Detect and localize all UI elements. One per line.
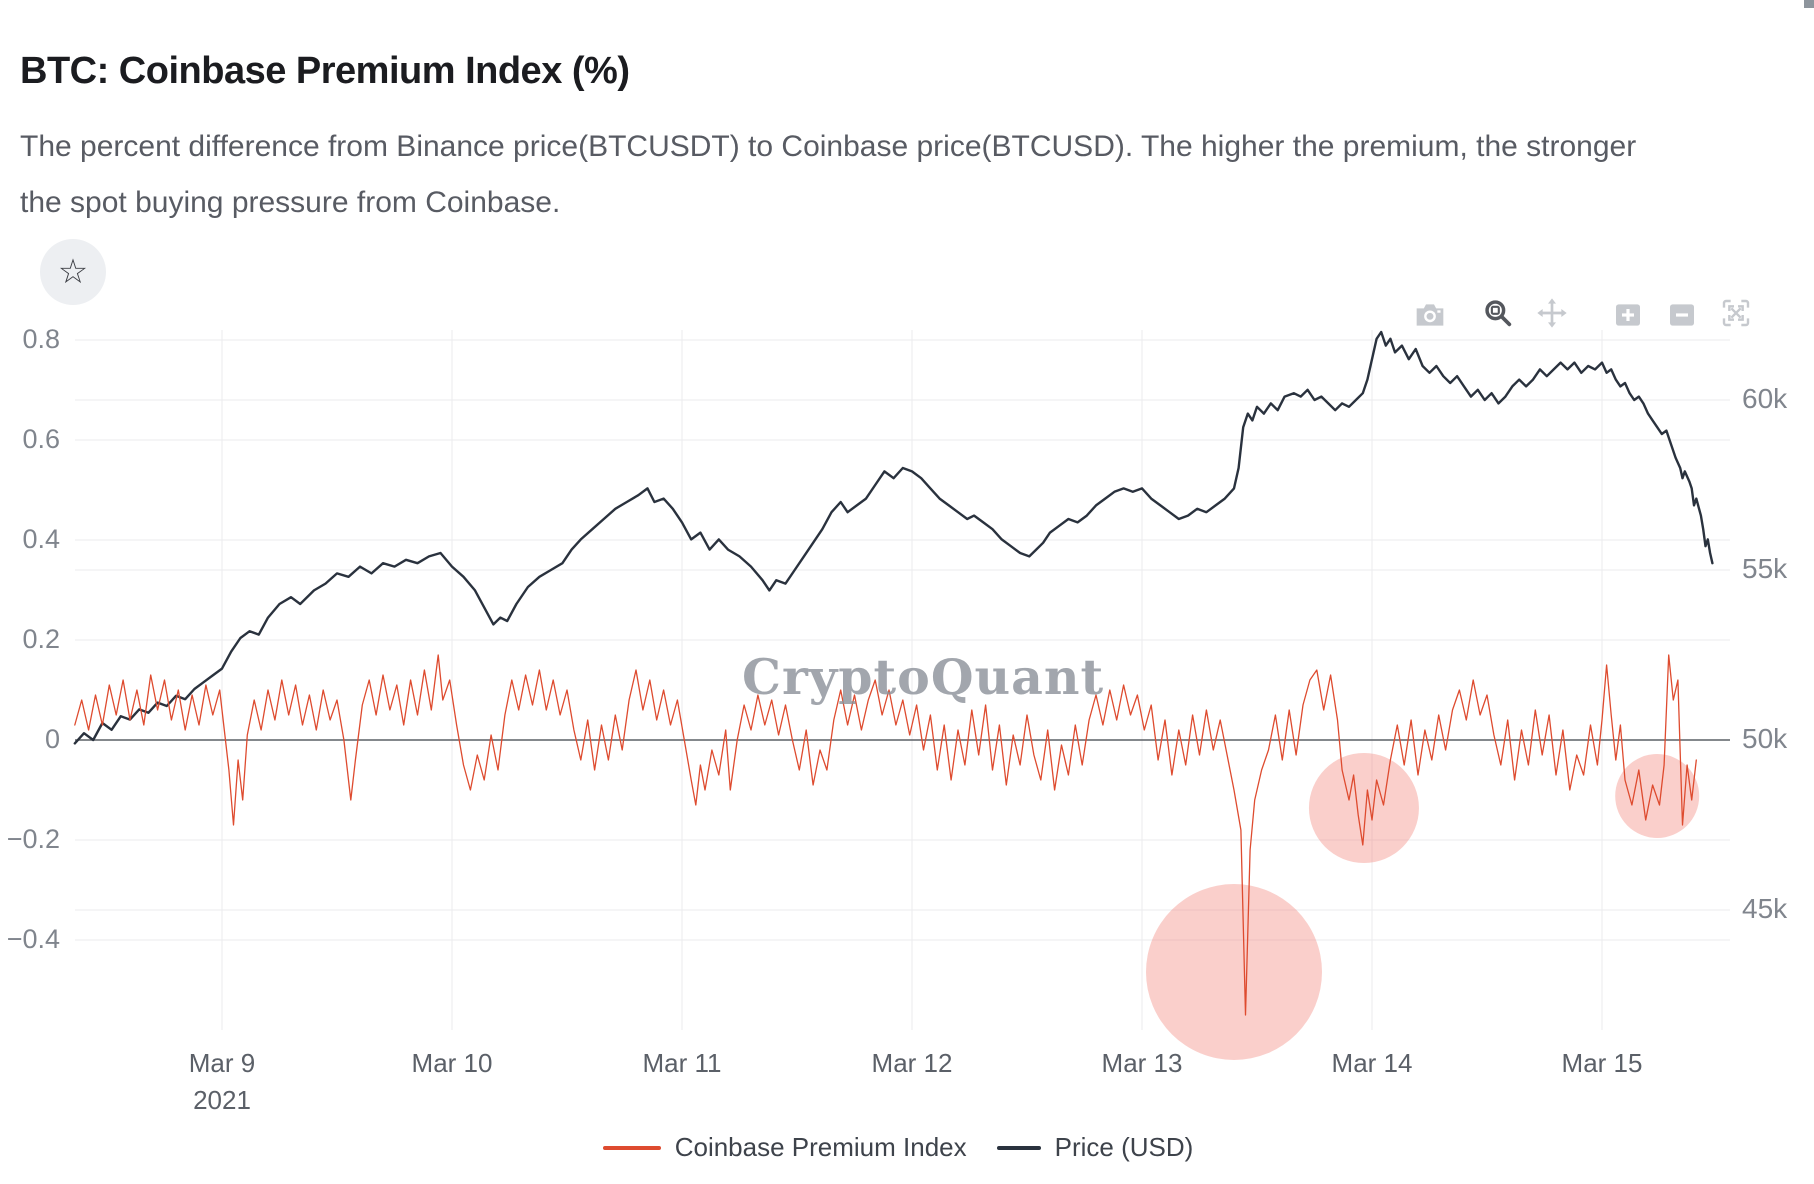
x-axis-tick: Mar 13 (1101, 1048, 1183, 1078)
highlight-circle (1146, 884, 1322, 1060)
scrollbar-fragment (1804, 0, 1814, 8)
y-axis-left-tick: 0.2 (22, 624, 60, 654)
y-axis-right-tick: 55k (1742, 553, 1788, 584)
x-axis-tick: Mar 11 (642, 1048, 722, 1078)
price-line-swatch (996, 1145, 1041, 1150)
y-axis-left-tick: 0.4 (22, 524, 60, 554)
star-icon: ☆ (57, 253, 89, 291)
highlight-circle (1308, 753, 1419, 863)
y-axis-left-tick: 0 (44, 724, 60, 754)
chart-legend: Coinbase Premium Index Price (USD) (0, 1132, 1796, 1163)
legend-item-price[interactable]: Price (USD) (996, 1132, 1194, 1163)
y-axis-right-tick: 45k (1742, 893, 1788, 924)
x-axis-tick: Mar 12 (871, 1048, 953, 1078)
zoom-out-icon[interactable] (1666, 299, 1698, 331)
y-axis-right-tick: 60k (1742, 383, 1788, 414)
premium-line-swatch (602, 1145, 661, 1150)
page-title: BTC: Coinbase Premium Index (%) (20, 50, 630, 92)
pan-icon[interactable] (1536, 297, 1568, 329)
x-axis-tick: Mar 9 (188, 1048, 256, 1078)
camera-icon[interactable] (1414, 299, 1446, 331)
highlight-circle (1615, 754, 1700, 838)
y-axis-left-tick: −0.4 (6, 924, 60, 954)
zoom-icon[interactable] (1482, 297, 1514, 329)
legend-label-price: Price (USD) (1054, 1132, 1194, 1162)
y-axis-left-tick: 0.6 (22, 424, 60, 454)
favorite-star-button[interactable]: ☆ (40, 239, 106, 305)
x-axis-tick: Mar 15 (1561, 1048, 1643, 1078)
legend-item-premium[interactable]: Coinbase Premium Index (602, 1132, 967, 1163)
y-axis-left-tick: −0.2 (6, 824, 60, 854)
autoscale-icon[interactable] (1720, 297, 1752, 329)
chart-description-line1: The percent difference from Binance pric… (20, 130, 1637, 163)
x-axis-tick: Mar 14 (1331, 1048, 1413, 1078)
x-axis-tick: Mar 10 (411, 1048, 493, 1078)
zoom-in-icon[interactable] (1612, 299, 1644, 331)
cryptoquant-watermark: CryptoQuant (742, 648, 1105, 706)
y-axis-left-tick: 0.8 (22, 324, 60, 354)
x-axis-year-label: 2021 (193, 1085, 251, 1115)
y-axis-right-tick: 50k (1742, 723, 1788, 754)
chart-description-line2: the spot buying pressure from Coinbase. (20, 186, 561, 219)
legend-label-premium: Coinbase Premium Index (674, 1132, 967, 1162)
